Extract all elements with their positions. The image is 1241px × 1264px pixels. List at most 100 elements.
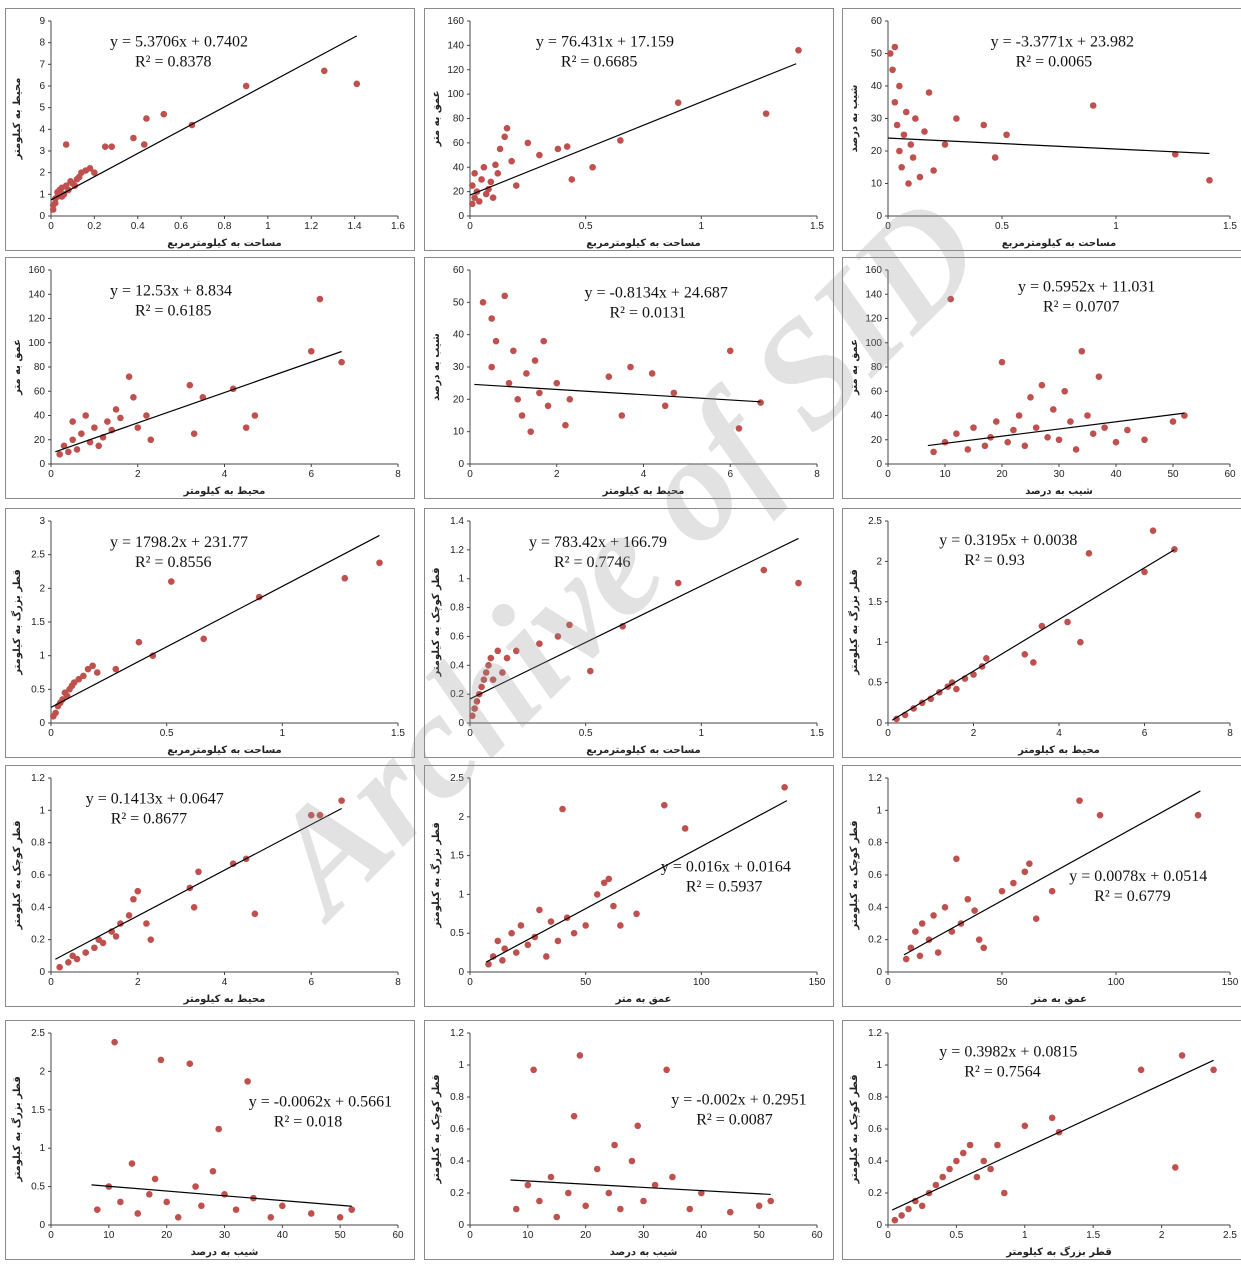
- data-point: [143, 412, 150, 419]
- data-point: [610, 902, 617, 910]
- data-point: [200, 635, 207, 643]
- data-point: [485, 661, 492, 669]
- data-point: [531, 357, 539, 364]
- data-point: [953, 1157, 960, 1165]
- y-axis-title: عمق به متر: [12, 339, 23, 396]
- data-point: [1032, 915, 1040, 922]
- data-point: [128, 1160, 136, 1167]
- y-tick-label: 1.4: [450, 516, 464, 527]
- data-point: [661, 402, 669, 410]
- data-point: [489, 676, 497, 684]
- x-tick-label: 0: [885, 977, 891, 988]
- y-tick-label: 0: [458, 967, 464, 978]
- data-point: [149, 652, 157, 659]
- r-squared: R² = 0.0131: [610, 304, 687, 321]
- data-point: [980, 1157, 988, 1165]
- x-tick-label: 0.4: [131, 221, 145, 232]
- data-point: [889, 66, 896, 74]
- data-point: [907, 944, 915, 952]
- data-point: [475, 198, 483, 205]
- x-axis-title: محیط به کیلومتر: [602, 486, 685, 497]
- x-tick-label: 1.4: [348, 221, 362, 232]
- y-axis-title: شیب به درصد: [849, 85, 860, 153]
- data-point: [471, 194, 478, 202]
- regression-equation: y = 1798.2x + 231.77: [110, 534, 248, 551]
- y-tick-label: 140: [865, 289, 882, 300]
- r-squared: R² = 0.6779: [1094, 888, 1171, 905]
- y-tick-label: 2.5: [31, 550, 45, 561]
- x-tick-label: 2: [971, 728, 977, 739]
- r-squared: R² = 0.6185: [135, 303, 212, 320]
- data-point: [994, 1141, 1001, 1149]
- x-tick-label: 0: [467, 221, 473, 232]
- x-tick-label: 0: [467, 728, 473, 739]
- y-tick-label: 0: [458, 718, 464, 729]
- data-point: [905, 1205, 912, 1213]
- data-point: [891, 43, 899, 51]
- y-tick-label: 0.6: [31, 870, 45, 881]
- chart-panel-6: 0 10 20 30 40 50 60 0 20 40 60 80 100 120 140 160 شیب به…: [842, 257, 1241, 499]
- y-tick-label: 40: [453, 162, 465, 173]
- x-tick-label: 1.5: [810, 728, 824, 739]
- y-tick-label: 30: [453, 362, 465, 373]
- data-point: [633, 910, 640, 918]
- data-point: [505, 379, 513, 387]
- r-squared: R² = 0.7746: [554, 554, 631, 571]
- chart-svg: 0 2 4 6 8 0 10 20 30 40 50 60 محیط به کیلومتر شیب به …: [431, 265, 820, 497]
- y-axis-title: عمق به متر: [849, 339, 860, 396]
- data-point: [60, 442, 68, 450]
- y-tick-label: 0: [876, 1220, 882, 1231]
- data-point: [469, 712, 476, 720]
- y-tick-label: 0.8: [450, 603, 464, 614]
- data-point: [125, 373, 133, 380]
- data-point: [56, 963, 63, 971]
- data-point: [524, 139, 532, 147]
- data-point: [485, 960, 492, 968]
- y-tick-label: 60: [871, 16, 883, 27]
- x-tick-label: 1.5: [391, 728, 405, 739]
- x-tick-label: 0: [467, 1230, 473, 1241]
- data-point: [681, 825, 689, 832]
- y-tick-label: 0.2: [450, 1188, 464, 1199]
- x-axis-title: عمق به متر: [615, 994, 672, 1005]
- data-point: [232, 1206, 240, 1213]
- data-point: [487, 654, 495, 662]
- data-point: [130, 134, 137, 142]
- y-tick-label: 1: [458, 574, 464, 585]
- data-point: [953, 685, 960, 693]
- y-axis-title: قطر کوچک به کیلومتر: [849, 820, 860, 930]
- y-tick-label: 1.2: [868, 1028, 882, 1039]
- data-point: [973, 1173, 981, 1181]
- y-tick-label: 0.2: [868, 1188, 882, 1199]
- data-point: [593, 1165, 601, 1173]
- x-tick-label: 0: [467, 977, 473, 988]
- data-point: [941, 141, 949, 148]
- data-point: [953, 855, 960, 863]
- y-tick-label: 0.4: [450, 1156, 464, 1167]
- chart-panel-11: 0 50 100 150 0 0.5 1 1.5 2 2.5 عمق به متر قطر بزرگ …: [424, 765, 834, 1007]
- y-tick-label: 120: [865, 314, 882, 325]
- x-tick-label: 6: [308, 469, 314, 480]
- x-tick-label: 1: [699, 728, 705, 739]
- data-point: [69, 436, 76, 444]
- data-point: [307, 811, 315, 819]
- trendline: [510, 1179, 771, 1196]
- data-point: [536, 1197, 543, 1205]
- data-point: [316, 811, 324, 819]
- y-tick-label: 0: [39, 211, 45, 222]
- y-tick-label: 0.5: [31, 684, 45, 695]
- data-point: [893, 715, 900, 723]
- chart-panel-15: 0 0.5 1 1.5 2 2.5 0 0.2 0.4 0.6 0.8 1 1.2 قطر بزرگ به…: [842, 1020, 1241, 1260]
- data-point: [524, 941, 532, 949]
- trendline: [474, 383, 761, 403]
- y-tick-label: 100: [447, 89, 464, 100]
- y-tick-label: 0.8: [450, 1092, 464, 1103]
- data-point: [479, 299, 487, 306]
- data-point: [536, 389, 543, 397]
- x-tick-label: 0.5: [995, 221, 1009, 232]
- x-tick-label: 1.6: [391, 221, 405, 232]
- data-point: [932, 1181, 940, 1189]
- data-point: [1084, 412, 1091, 419]
- data-point: [669, 1173, 676, 1181]
- y-tick-label: 7: [39, 59, 45, 70]
